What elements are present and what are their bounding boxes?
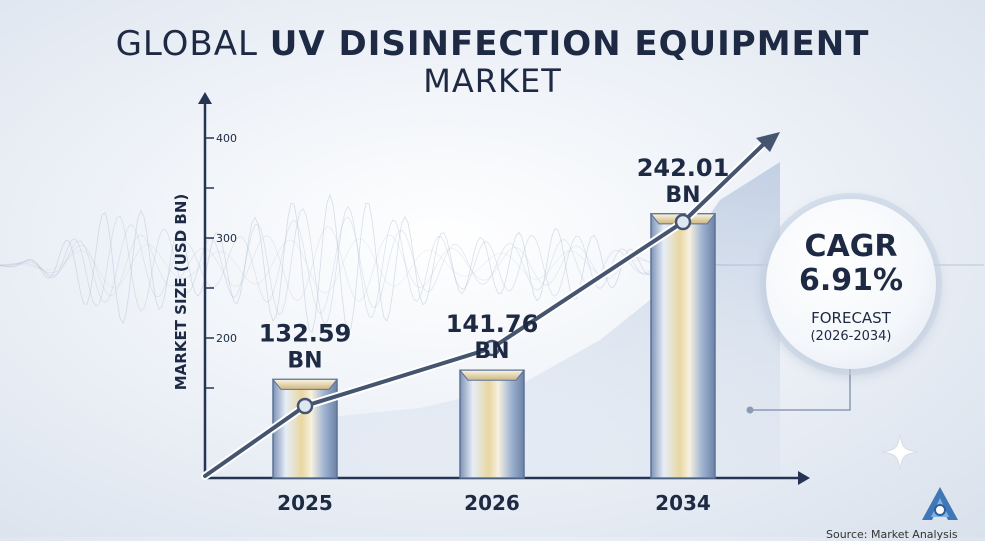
bar-2034: [649, 213, 717, 479]
bar-2026: [458, 369, 526, 479]
bar-body: [459, 369, 525, 479]
trend-arrowhead: [756, 132, 780, 152]
y-tick-label: 200: [216, 332, 237, 345]
cagr-period: (2026-2034): [810, 329, 892, 344]
title-light: GLOBAL: [115, 24, 258, 64]
y-tick-label: 300: [216, 232, 237, 245]
x-tick-label: 2025: [277, 491, 333, 515]
chart-title: GLOBAL UV DISINFECTION EQUIPMENT: [0, 24, 985, 64]
cagr-label: CAGR: [804, 229, 898, 264]
cagr-badge: CAGR 6.91% FORECAST (2026-2034): [766, 199, 936, 369]
bar-cap: [458, 369, 526, 381]
x-tick-labels: 2025 2026 2034: [277, 491, 711, 515]
title-bold: UV DISINFECTION EQUIPMENT: [269, 24, 870, 64]
y-tick-label: 400: [216, 132, 237, 145]
source-note: Source: Market Analysis: [826, 528, 958, 541]
value-unit-label: BN: [287, 348, 322, 373]
y-axis-label: MARKET SIZE (USD BN): [172, 194, 190, 391]
x-axis-arrow: [798, 471, 810, 485]
x-tick-label: 2034: [655, 491, 711, 515]
trend-marker: [674, 213, 692, 231]
cagr-connector-dot: [746, 406, 754, 414]
value-label: 141.76: [446, 310, 539, 338]
value-unit-label: BN: [474, 339, 509, 364]
trend-marker: [296, 397, 314, 415]
bar-body: [650, 213, 716, 479]
y-axis-arrow: [198, 92, 212, 104]
value-label: 132.59: [259, 319, 352, 347]
bar-2025: [271, 378, 339, 479]
bars: [271, 213, 717, 479]
bar-cap: [271, 378, 339, 390]
y-ticks: 200 300 400: [205, 132, 237, 389]
value-unit-label: BN: [665, 183, 700, 208]
trend-marker: [483, 339, 501, 357]
value-label: 242.01: [637, 154, 730, 182]
trend-line: [201, 132, 780, 480]
cagr-connector: [750, 368, 851, 411]
chart-title-line2: MARKET: [423, 62, 562, 100]
bar-body: [272, 378, 338, 479]
brand-logo-icon: [922, 487, 958, 520]
x-tick-label: 2026: [464, 491, 520, 515]
cagr-forecast-label: FORECAST: [811, 309, 891, 327]
sparkle-icon: [881, 433, 919, 471]
cagr-value: 6.91%: [798, 263, 904, 298]
